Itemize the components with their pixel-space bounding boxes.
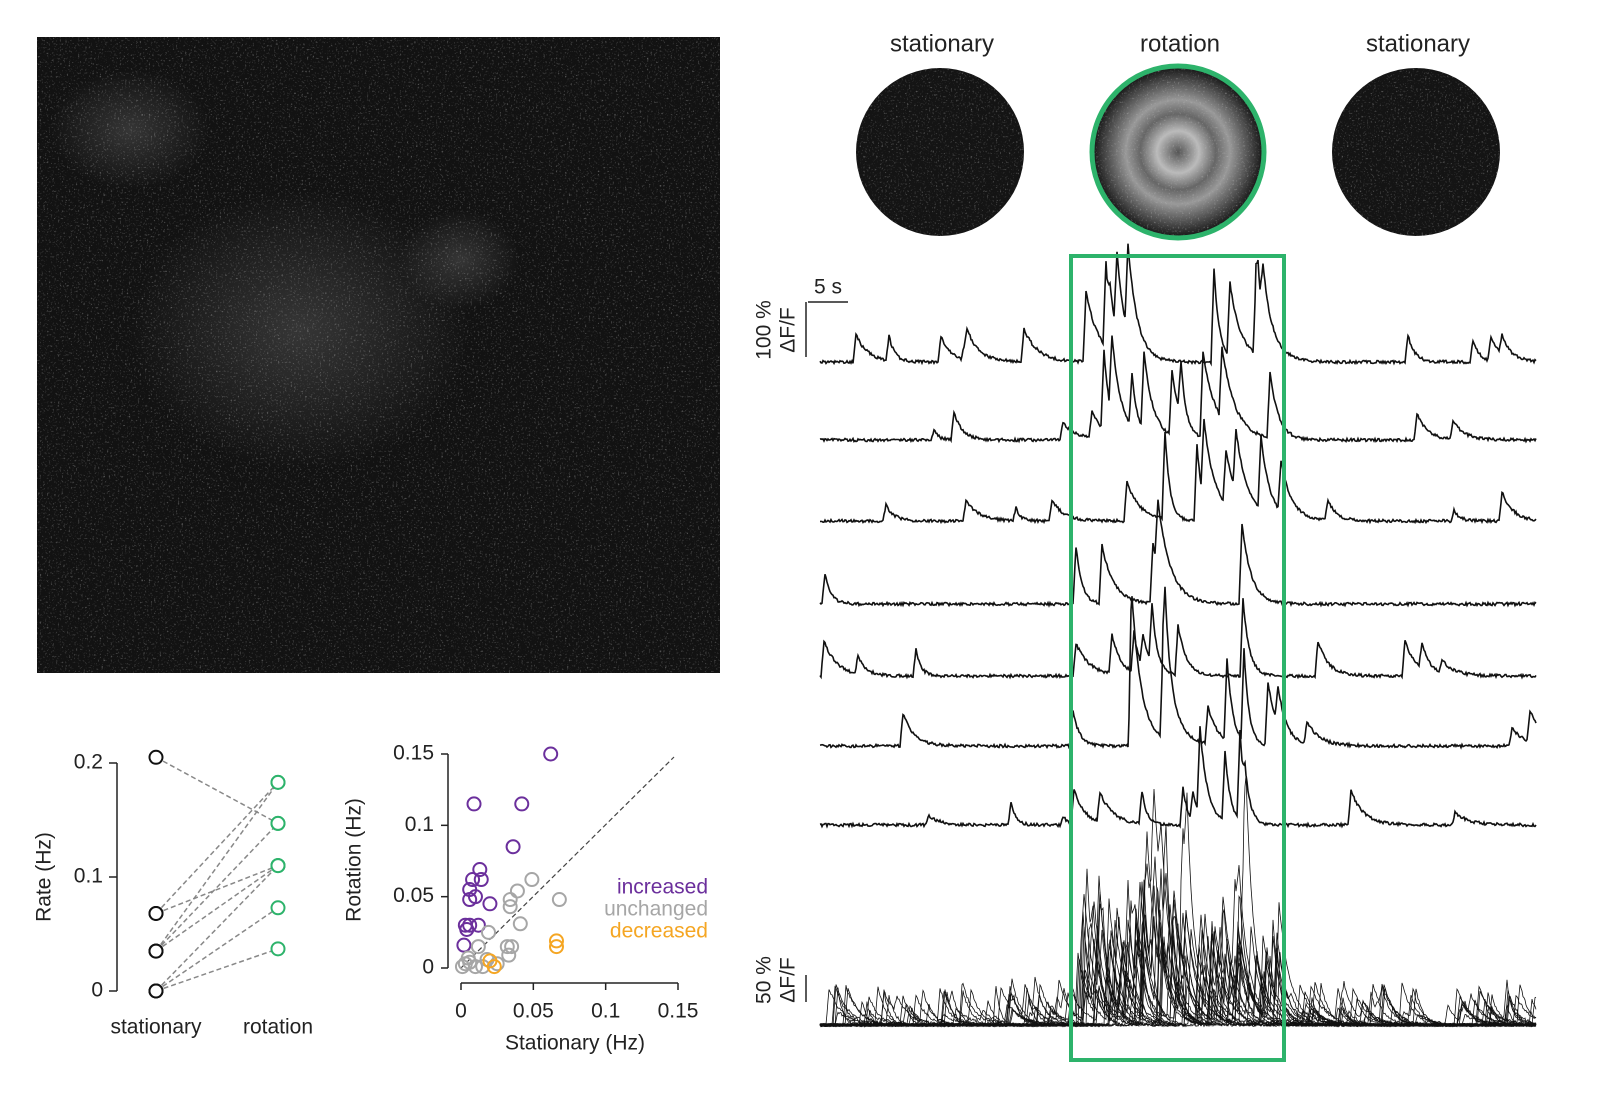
- trace: [819, 586, 1537, 750]
- pair-line: [155, 781, 279, 952]
- trace: [819, 909, 1537, 1028]
- rotation-window: [1069, 254, 1286, 1062]
- point: [505, 839, 521, 855]
- trace: [819, 907, 1537, 1028]
- pair-line: [155, 907, 279, 992]
- point: [489, 956, 505, 972]
- x-tick-label: 0.15: [658, 1000, 699, 1023]
- pair-line: [155, 756, 279, 825]
- point: [504, 939, 520, 955]
- point: [473, 872, 489, 888]
- x-tick-label: stationary: [110, 1016, 202, 1039]
- point: [462, 954, 478, 970]
- trace: [819, 243, 1537, 367]
- y-tick-label: 0: [91, 979, 103, 1002]
- point: [270, 815, 286, 831]
- point: [472, 862, 488, 878]
- trace: [819, 943, 1537, 1028]
- trace: [819, 929, 1537, 1028]
- point: [459, 921, 475, 937]
- x-tick-label: 0: [455, 1000, 467, 1023]
- point: [148, 749, 164, 765]
- point: [456, 937, 472, 953]
- trace: [819, 335, 1537, 444]
- point: [543, 746, 559, 762]
- point: [270, 858, 286, 874]
- legend-label: increased: [617, 876, 708, 899]
- trace: [819, 726, 1537, 829]
- point: [148, 905, 164, 921]
- identity-line: [460, 756, 675, 969]
- point: [548, 939, 564, 955]
- point: [524, 872, 540, 888]
- point: [502, 899, 518, 915]
- point: [482, 896, 498, 912]
- x-tick-label: 0.1: [591, 1000, 620, 1023]
- pair-line: [155, 864, 279, 952]
- y-tick-label: 0.1: [74, 865, 103, 888]
- pair-line: [155, 864, 279, 915]
- pair-line: [155, 948, 279, 992]
- x-tick-label: 0.05: [513, 1000, 554, 1023]
- point: [148, 943, 164, 959]
- image-label: stationary: [890, 30, 994, 57]
- scale-label: 100 %: [753, 300, 776, 360]
- pair-line: [155, 865, 279, 992]
- image-label: stationary: [1366, 30, 1470, 57]
- point: [270, 774, 286, 790]
- point: [512, 916, 528, 932]
- traces: [819, 243, 1537, 1028]
- point: [270, 941, 286, 957]
- point: [148, 983, 164, 999]
- point: [454, 959, 470, 975]
- pair-line: [155, 781, 279, 914]
- image-label: rotation: [1140, 30, 1220, 57]
- microscopy-image: [37, 37, 720, 673]
- point: [551, 892, 567, 908]
- pair-line: [155, 822, 279, 952]
- trace: [819, 499, 1537, 608]
- point: [480, 924, 496, 940]
- point: [462, 892, 478, 908]
- trace: [819, 598, 1537, 680]
- scale-bars: [805, 301, 848, 1002]
- y-tick-label: 0.05: [393, 884, 434, 907]
- y-axis-label: Rotation (Hz): [343, 798, 366, 922]
- point: [501, 947, 517, 963]
- point: [502, 892, 518, 908]
- point: [509, 883, 525, 899]
- legend-label: decreased: [610, 920, 708, 943]
- x-axis-label: Stationary (Hz): [505, 1032, 645, 1055]
- scale-label: ΔF/F: [777, 307, 800, 353]
- y-axis-label: Rate (Hz): [33, 832, 56, 922]
- point: [465, 872, 481, 888]
- legend-label: unchanged: [604, 898, 708, 921]
- fov-images: stationary rotation stationary: [856, 30, 1500, 241]
- point: [466, 796, 482, 812]
- point: [514, 796, 530, 812]
- point: [548, 933, 564, 949]
- y-tick-label: 0.1: [405, 813, 434, 836]
- y-tick-label: 0.2: [74, 751, 103, 774]
- scale-label: ΔF/F: [777, 957, 800, 1003]
- point: [499, 939, 515, 955]
- scale-label: 50 %: [753, 956, 776, 1004]
- trace: [820, 418, 1537, 525]
- x-tick-label: rotation: [243, 1016, 313, 1039]
- y-tick-label: 0: [422, 956, 434, 979]
- time-scale: 5 s: [814, 276, 842, 299]
- y-tick-label: 0.15: [393, 742, 434, 765]
- point: [470, 939, 486, 955]
- point: [482, 953, 498, 969]
- point: [270, 900, 286, 916]
